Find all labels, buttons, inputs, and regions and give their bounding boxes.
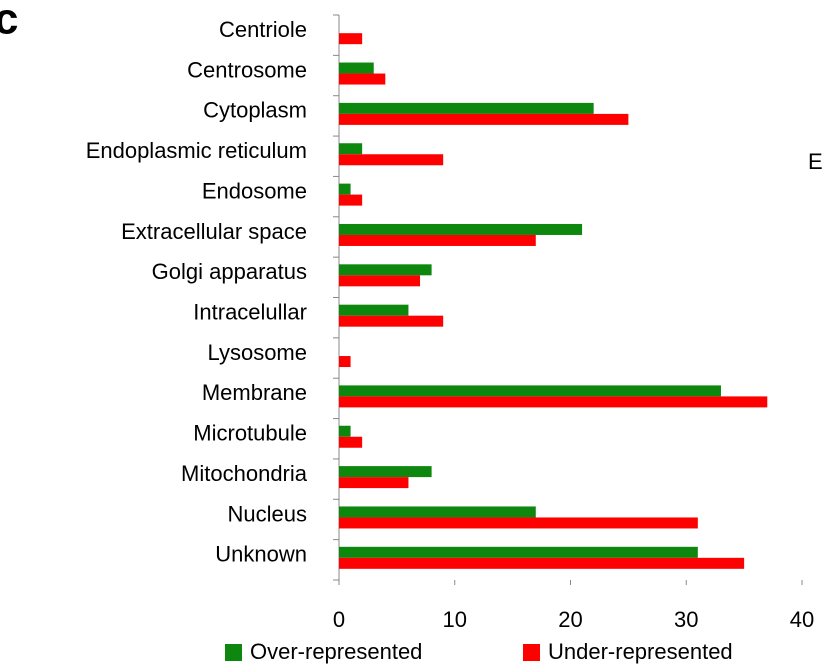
y-tick-label: Endoplasmic reticulum <box>86 138 307 163</box>
bar <box>339 436 363 448</box>
bar <box>339 194 363 206</box>
y-tick-label: Nucleus <box>228 501 307 526</box>
y-tick-label: Endosome <box>202 178 307 203</box>
y-tick-label: Cytoplasm <box>203 98 307 123</box>
bar <box>339 466 432 478</box>
x-tick-label: 40 <box>790 607 814 632</box>
y-tick-label: Extracellular space <box>121 219 307 244</box>
bar <box>339 315 444 327</box>
bar <box>339 506 536 518</box>
y-tick-label: Unknown <box>215 542 307 567</box>
bar <box>339 102 594 114</box>
legend-swatch <box>225 644 242 661</box>
x-tick-label: 10 <box>443 607 467 632</box>
bar <box>339 356 351 368</box>
y-tick-label: Membrane <box>202 380 307 405</box>
bar <box>339 73 386 85</box>
x-tick-label: 0 <box>333 607 345 632</box>
x-tick-label: 30 <box>674 607 698 632</box>
legend-label: Under-represented <box>548 639 733 664</box>
bar <box>339 264 432 276</box>
bar <box>339 113 629 125</box>
bar <box>339 33 363 45</box>
y-tick-label: Centriole <box>219 17 307 42</box>
bar <box>339 385 721 397</box>
annotation: E <box>808 149 823 174</box>
y-tick-label: Lysosome <box>208 340 307 365</box>
x-tick-label: 20 <box>558 607 582 632</box>
bar <box>339 517 698 529</box>
bar <box>339 183 351 195</box>
legend-swatch <box>523 644 540 661</box>
bar <box>339 223 583 235</box>
bar <box>339 396 768 408</box>
y-tick-label: Microtubule <box>193 421 307 446</box>
bar <box>339 546 698 558</box>
legend-label: Over-represented <box>250 639 422 664</box>
y-tick-label: Mitochondria <box>181 461 308 486</box>
panel-label: c <box>0 0 18 44</box>
bar <box>339 477 409 489</box>
y-tick-label: Intracelullar <box>193 299 307 324</box>
bar <box>339 557 745 569</box>
bar <box>339 234 536 246</box>
y-tick-label: Centrosome <box>187 57 307 82</box>
bar <box>339 425 351 437</box>
y-tick-label: Golgi apparatus <box>152 259 307 284</box>
bar <box>339 304 409 316</box>
bar <box>339 62 374 74</box>
bar <box>339 154 444 166</box>
bar <box>339 275 421 287</box>
bar <box>339 143 363 155</box>
